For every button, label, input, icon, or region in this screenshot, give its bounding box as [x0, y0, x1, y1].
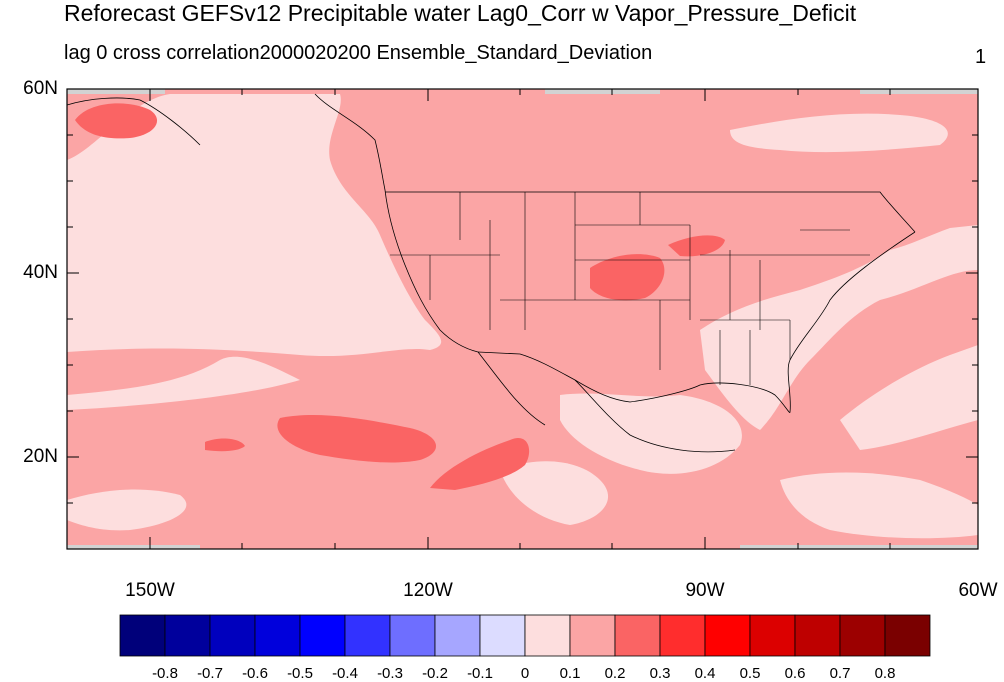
map-ticks	[67, 88, 978, 549]
colorbar-label: 0.1	[560, 665, 581, 682]
region-midwest-salmon	[668, 235, 725, 257]
colorbar-box	[524, 614, 571, 657]
us-border	[385, 191, 916, 413]
colorbar-box	[614, 614, 661, 657]
colorbar-box	[479, 614, 526, 657]
colorbar-label: -0.6	[242, 665, 268, 682]
subtitle-date: 2000020200	[259, 42, 371, 64]
lat-label-20n: 20N	[23, 446, 58, 467]
subtitle-right: Ensemble_Standard_Deviation	[376, 42, 653, 64]
lat-label-60n: 60N	[23, 78, 58, 99]
colorbar-box	[704, 614, 751, 657]
region-alaska-salmon	[75, 103, 158, 139]
colorbar-label: -0.4	[332, 665, 358, 682]
plot-subtitle: lag 0 cross correlation2000020200 Ensemb…	[64, 42, 652, 65]
lon-label-60w: 60W	[958, 580, 998, 601]
lon-label-150w: 150W	[125, 580, 175, 601]
colorbar-box	[389, 614, 436, 657]
alaska-coast	[66, 97, 201, 146]
colorbar-label: 0.7	[830, 665, 851, 682]
colorbar-label: -0.2	[422, 665, 448, 682]
lon-label-90w: 90W	[685, 580, 725, 601]
region-baja-salmon	[430, 438, 530, 490]
colorbar-label: 0.3	[650, 665, 671, 682]
map-field	[67, 89, 978, 549]
colorbar-box	[164, 614, 211, 657]
colorbar-box	[254, 614, 301, 657]
lon-label-120w: 120W	[403, 580, 453, 601]
mexico-coast	[477, 351, 736, 453]
colorbar-box	[749, 614, 796, 657]
colorbar-label: -0.8	[152, 665, 178, 682]
region-pacific-light	[67, 94, 442, 357]
lat-label-40n: 40N	[23, 262, 58, 283]
plot-title: Reforecast GEFSv12 Precipitable water La…	[64, 0, 857, 26]
colorbar-box	[299, 614, 346, 657]
region-se-south-light	[780, 472, 978, 539]
map-boundaries	[66, 93, 916, 453]
region-atlantic-light	[840, 345, 978, 450]
colorbar-label: 0.6	[785, 665, 806, 682]
colorbar-box	[884, 614, 931, 657]
colorbar-box	[569, 614, 616, 657]
colorbar-box	[839, 614, 886, 657]
state-lines	[390, 192, 870, 385]
subtitle-left: lag 0 cross correlation	[64, 42, 260, 64]
region-pacific-salmon	[277, 415, 437, 463]
region-plains-salmon	[590, 254, 665, 301]
colorbar-box	[344, 614, 391, 657]
colorbar-label: -0.3	[377, 665, 403, 682]
region-south-light	[500, 461, 609, 525]
colorbar-label: -0.5	[287, 665, 313, 682]
colorbar-label: 0	[521, 665, 529, 682]
region-gulf-light	[560, 393, 742, 474]
colorbar-label: -0.7	[197, 665, 223, 682]
coastline-west	[314, 93, 479, 353]
region-sw-light	[67, 489, 187, 531]
colorbar-label: 0.2	[605, 665, 626, 682]
corner-label: 1	[975, 46, 987, 68]
colorbar-box	[119, 614, 166, 657]
colorbar-box	[209, 614, 256, 657]
region-hawaii-salmon	[205, 438, 245, 452]
colorbar: -0.8 -0.7 -0.6 -0.5 -0.4 -0.3 -0.2 -0.1 0 0.1 0.2 0…	[119, 614, 931, 682]
colorbar-box	[794, 614, 841, 657]
colorbar-label: 0.5	[740, 665, 761, 682]
region-pacific-south-light	[67, 356, 300, 410]
colorbar-label: 0.8	[875, 665, 896, 682]
colorbar-box	[659, 614, 706, 657]
colorbar-box	[434, 614, 481, 657]
region-north-light	[730, 113, 948, 153]
colorbar-label: 0.4	[695, 665, 716, 682]
region-se-us-light	[700, 225, 978, 430]
colorbar-label: -0.1	[467, 665, 493, 682]
